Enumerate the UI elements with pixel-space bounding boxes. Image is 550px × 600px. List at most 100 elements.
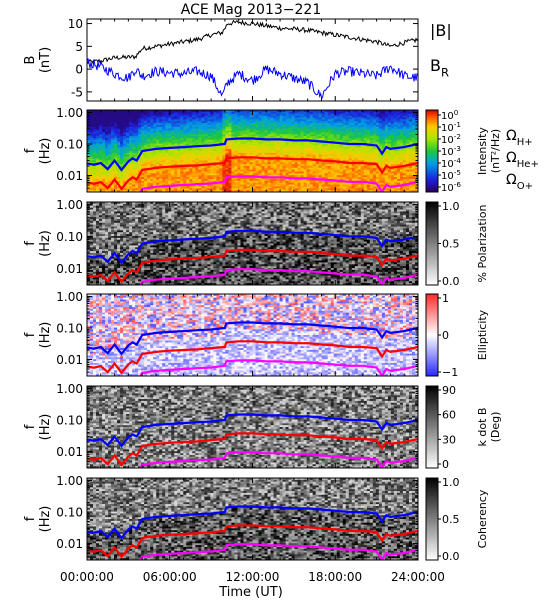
heatmap-cell <box>162 113 166 116</box>
heatmap-cell <box>300 123 305 126</box>
heatmap-cell <box>315 134 320 137</box>
heatmap-cell <box>99 158 103 161</box>
heatmap-cell <box>261 149 265 152</box>
heatmap-cell <box>231 130 235 133</box>
heatmap-cell <box>267 143 271 146</box>
heatmap-cell <box>219 169 223 172</box>
heatmap-cell <box>336 113 341 116</box>
heatmap-cell <box>261 110 265 113</box>
heatmap-cell <box>249 180 253 184</box>
heatmap-cell <box>267 141 271 144</box>
heatmap-cell <box>189 180 193 184</box>
heatmap-cell <box>285 152 290 156</box>
heatmap-cell <box>252 178 256 182</box>
heatmap-cell <box>252 152 256 156</box>
heatmap-cell <box>300 184 305 187</box>
heatmap-cell <box>300 143 305 146</box>
heatmap-cell <box>330 111 335 115</box>
heatmap-cell <box>282 111 286 115</box>
heatmap-cell <box>183 149 187 152</box>
heatmap-cell <box>177 160 181 163</box>
heatmap-cell <box>228 126 232 130</box>
heatmap-cell <box>213 188 217 191</box>
heatmap-cell <box>399 139 404 143</box>
heatmap-cell <box>237 171 241 174</box>
heatmap-cell <box>228 151 232 154</box>
heatmap-cell <box>159 171 163 174</box>
heatmap-cell <box>279 132 283 135</box>
heatmap-cell <box>225 115 229 118</box>
heatmap-cell <box>411 175 416 178</box>
heatmap-cell <box>90 119 94 122</box>
heatmap-cell <box>207 113 211 116</box>
heatmap-cell <box>156 171 160 174</box>
heatmap-cell <box>357 167 362 171</box>
heatmap-cell <box>180 167 184 171</box>
heatmap-cell <box>186 149 190 152</box>
heatmap-cell <box>348 137 353 141</box>
heatmap-cell <box>240 111 244 115</box>
heatmap-cell <box>243 141 247 144</box>
heatmap-cell <box>408 132 413 135</box>
heatmap-cell <box>276 184 280 187</box>
heatmap-cell <box>147 134 151 137</box>
heatmap-cell <box>117 119 121 122</box>
heatmap-cell <box>177 167 181 171</box>
heatmap-cell <box>261 123 265 126</box>
heatmap-cell <box>336 149 341 152</box>
heatmap-cell <box>360 134 365 137</box>
heatmap-cell <box>183 121 187 124</box>
heatmap-cell <box>246 180 250 184</box>
heatmap-cell <box>162 167 166 171</box>
heatmap-cell <box>372 154 377 157</box>
heatmap-cell <box>342 167 347 171</box>
heatmap-cell <box>108 177 112 180</box>
heatmap-cell <box>225 152 229 156</box>
heatmap-cell <box>132 188 136 191</box>
heatmap-cell <box>405 136 410 139</box>
heatmap-cell <box>348 139 353 143</box>
heatmap-cell <box>357 130 362 133</box>
heatmap-cell <box>141 171 145 174</box>
heatmap-cell <box>273 111 277 115</box>
heatmap-cell <box>219 132 223 135</box>
heatmap-cell <box>327 147 332 150</box>
heatmap-cell <box>264 124 268 128</box>
heatmap-cell <box>408 110 413 113</box>
heatmap-cell <box>132 117 136 120</box>
heatmap-cell <box>114 136 118 139</box>
heatmap-cell <box>129 123 133 126</box>
heatmap-cell <box>330 175 335 178</box>
heatmap-cell <box>192 134 196 137</box>
heatmap-cell <box>408 147 413 150</box>
heatmap-cell <box>129 154 133 157</box>
heatmap-cell <box>261 182 265 185</box>
heatmap-cell <box>414 111 418 115</box>
heatmap-cell <box>129 128 133 131</box>
heatmap-cell <box>147 180 151 184</box>
heatmap-cell <box>411 152 416 156</box>
heatmap-cell <box>363 113 368 116</box>
heatmap-cell <box>117 126 121 130</box>
heatmap-cell <box>120 134 124 137</box>
heatmap-cell <box>192 121 196 124</box>
heatmap-cell <box>165 171 169 174</box>
heatmap-cell <box>333 126 338 130</box>
heatmap-cell <box>204 160 208 163</box>
heatmap-cell <box>201 156 205 159</box>
heatmap-cell <box>270 149 274 152</box>
heatmap-cell <box>306 147 311 150</box>
heatmap-cell <box>222 177 226 180</box>
heatmap-cell <box>156 141 160 144</box>
heatmap-cell <box>393 160 398 163</box>
heatmap-cell <box>303 110 308 113</box>
heatmap-cell <box>252 188 256 191</box>
heatmap-cell <box>204 177 208 180</box>
heatmap-cell <box>174 143 178 146</box>
heatmap-cell <box>279 136 283 139</box>
heatmap-cell <box>270 178 274 182</box>
heatmap-cell <box>147 130 151 133</box>
heatmap-cell <box>183 186 187 189</box>
heatmap-cell <box>255 111 259 115</box>
heatmap-cell <box>399 126 404 130</box>
